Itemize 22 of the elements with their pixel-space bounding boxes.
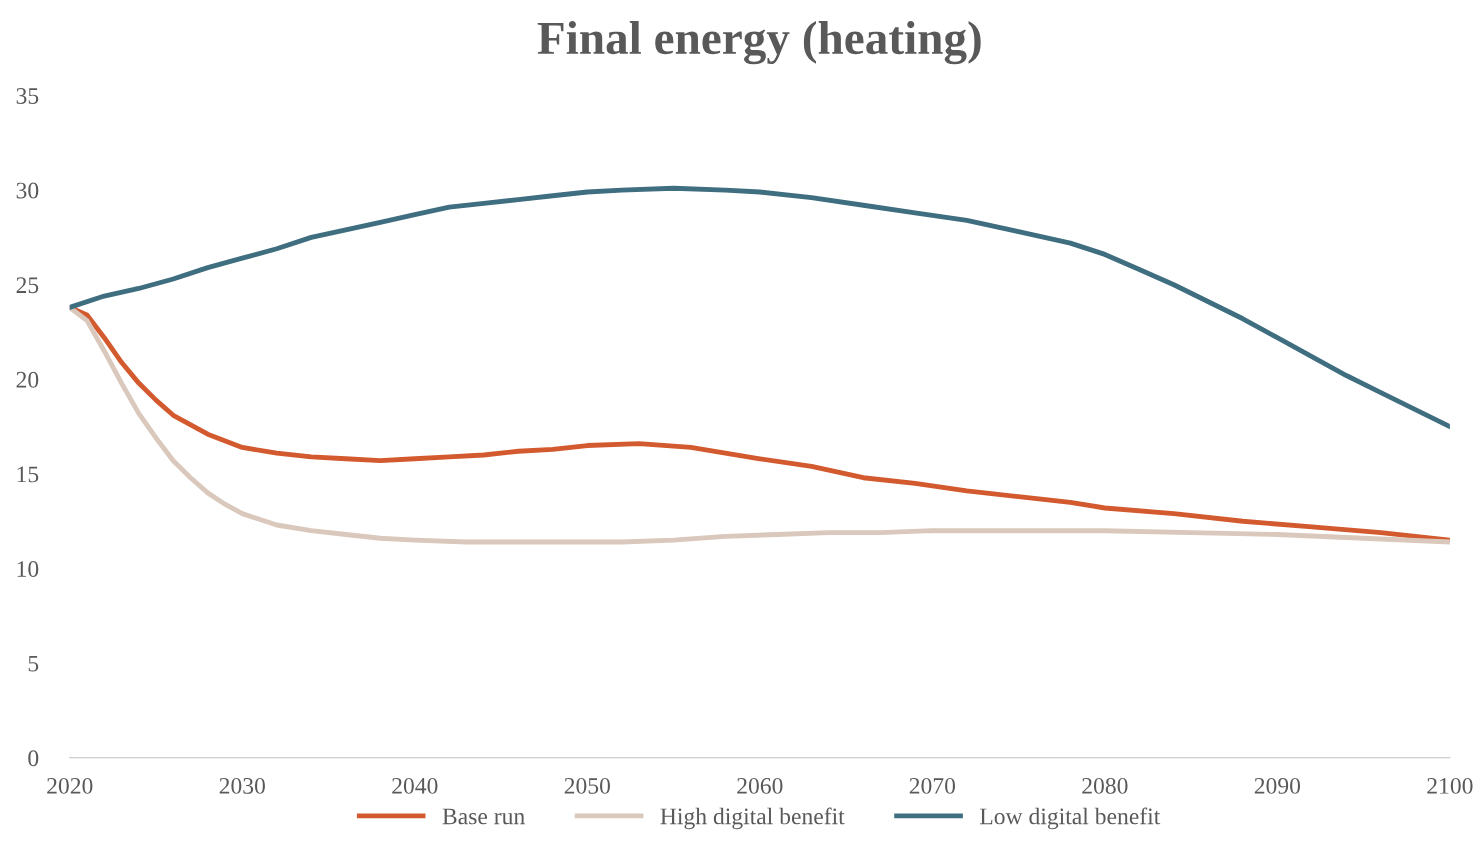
y-tick-label: 25 bbox=[16, 277, 39, 294]
y-tick-label: 10 bbox=[17, 561, 39, 577]
legend-label: High digital benefit bbox=[660, 807, 845, 830]
y-tick-label: 35 bbox=[16, 88, 39, 104]
y-tick-label: 5 bbox=[28, 655, 39, 672]
legend-label: Low digital benefit bbox=[980, 807, 1161, 830]
x-tick-label: 2040 bbox=[392, 777, 438, 794]
x-tick-label: 2090 bbox=[1254, 777, 1301, 794]
chart-title: Final energy (heating) bbox=[537, 21, 981, 65]
x-tick-label: 2030 bbox=[219, 777, 265, 794]
y-tick-label: 15 bbox=[17, 466, 39, 483]
x-tick-label: 2070 bbox=[909, 777, 956, 794]
legend-label: Base run bbox=[442, 808, 525, 825]
x-tick-label: 2050 bbox=[564, 777, 610, 794]
y-tick-label: 0 bbox=[28, 750, 39, 767]
x-tick-label: 2020 bbox=[47, 777, 93, 794]
x-tick-label: 2060 bbox=[737, 777, 783, 794]
line-series bbox=[69, 185, 1450, 430]
y-tick-label: 30 bbox=[16, 182, 39, 199]
x-tick-label: 2100 bbox=[1427, 777, 1473, 794]
y-tick-label: 20 bbox=[16, 371, 39, 388]
x-tick-label: 2080 bbox=[1082, 777, 1128, 794]
